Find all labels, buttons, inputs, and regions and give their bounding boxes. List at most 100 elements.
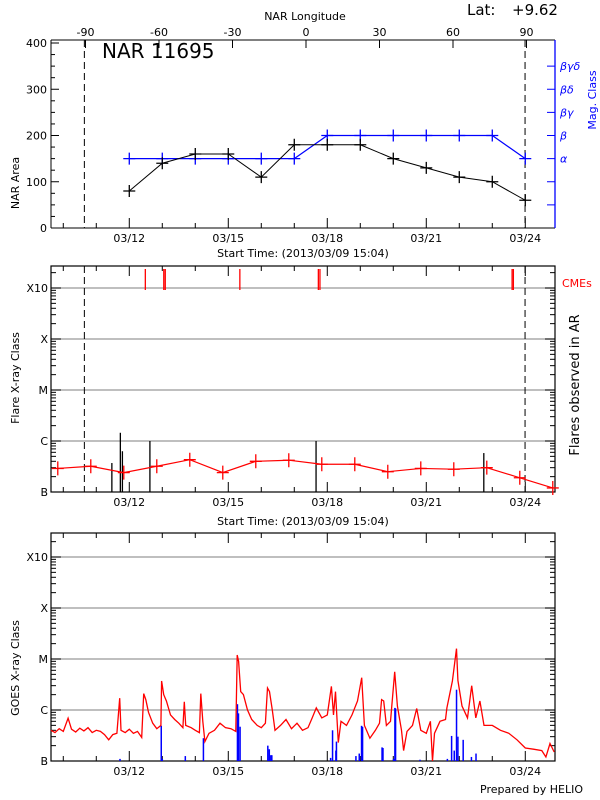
y-tick-label: 200 [26,130,47,143]
area-point [486,175,499,188]
region-title: NAR 11695 [102,39,215,63]
y-tick-label: X10 [26,551,48,564]
x-tick-label: 03/12 [113,496,145,509]
y-tick-label: C [40,435,48,448]
flare-average-line [57,459,553,489]
y-tick-label: B [40,486,48,499]
middle-x-axis-label: Start Time: (2013/03/09 15:04) [217,515,389,528]
mag-class-point [453,129,466,142]
mag-tick-label: βγδ [559,60,581,73]
y-tick-label: X [40,602,48,615]
mag-tick-label: α [560,153,568,166]
y-tick-label: 300 [26,83,47,96]
mag-tick-label: βδ [559,83,574,96]
x-tick-label: 03/15 [212,232,244,245]
lon-tick-label: 30 [373,26,387,39]
x-tick-label: 03/15 [212,765,244,778]
x-tick-label: 03/21 [410,496,442,509]
lon-tick-label: 0 [303,26,310,39]
nar-area-panel: 0 100 200 300 400 αβ βγ βδ βγδ -90 -60 -30 0 30 60 90 03… [26,26,581,245]
flare-average-point [447,462,460,477]
flare-average-point [414,461,427,476]
flare-average-point [150,459,163,474]
area-point [387,152,400,165]
flare-average-point [381,464,394,479]
goes-class-axis-label: GOES X-ray Class [9,620,22,716]
flare-average-point [348,457,361,472]
lat-value: +9.62 [512,1,558,19]
x-tick-label: 03/15 [212,496,244,509]
goes-flux-line [50,648,555,762]
cme-label: CMEs [562,277,592,290]
goes-panel: B C M X X10 03/12 03/15 03/18 03/21 03/24 [26,532,556,778]
y-tick-label: 0 [40,222,47,235]
top-x-axis-label: Start Time: (2013/03/09 15:04) [217,247,389,260]
flares-observed-label: Flares observed in AR [568,314,583,455]
lon-tick-label: 60 [446,26,460,39]
mag-class-point [519,152,532,165]
y-tick-label: 400 [26,37,47,50]
area-line [128,144,526,201]
mag-tick-label: β [559,130,567,143]
mag-class-point [387,129,400,142]
flare-average-point [282,453,295,468]
x-tick-label: 03/18 [311,765,343,778]
flare-class-panel: B C M X X10 03/12 03/15 03/18 03/21 03/24 [26,265,559,509]
top-axis-title: NAR Longitude [264,10,346,23]
lon-tick-label: -90 [77,26,95,39]
mag-class-point [123,152,136,165]
area-point [321,138,334,151]
lat-label: Lat: [467,1,495,19]
area-point [420,161,433,174]
y-tick-label: X [40,333,48,346]
flare-average-point [480,460,493,475]
plot-frame [50,532,556,762]
flare-average-point [183,452,196,467]
mag-class-point [288,152,301,165]
mag-class-point [486,129,499,142]
area-point [288,138,301,151]
x-tick-label: 03/12 [113,232,145,245]
flare-class-axis-label: Flare X-ray Class [9,332,22,424]
y-tick-label: M [39,653,49,666]
lon-tick-label: 90 [520,26,534,39]
plot-frame [50,265,556,493]
mag-tick-label: βγ [559,106,574,119]
area-point [354,138,367,151]
y-tick-label: M [39,384,49,397]
lon-tick-label: -60 [150,26,168,39]
area-point [222,148,235,160]
mag-class-point [255,152,268,165]
flare-average-point [315,457,328,472]
x-tick-label: 03/24 [509,232,541,245]
mag-class-axis-label: Mag. Class [586,70,599,129]
area-point [519,194,532,207]
area-point [189,148,202,160]
area-axis-label: NAR Area [9,157,22,209]
x-tick-label: 03/18 [311,232,343,245]
y-tick-label: C [40,704,48,717]
credit-text: Prepared by HELIO [480,783,583,796]
area-point [156,157,169,170]
flare-average-point [546,480,559,495]
flare-average-point [84,459,97,474]
x-tick-label: 03/12 [113,765,145,778]
area-point [123,185,136,197]
y-tick-label: B [40,755,48,768]
area-point [453,171,466,184]
lon-tick-label: -30 [224,26,242,39]
x-tick-label: 03/21 [410,765,442,778]
x-tick-label: 03/18 [311,496,343,509]
x-tick-label: 03/21 [410,232,442,245]
area-point [255,171,268,184]
flare-average-point [216,465,229,480]
flare-average-point [249,454,262,469]
mag-class-point [420,129,433,142]
flare-average-point [51,461,64,476]
flare-average-point [117,465,130,480]
x-tick-label: 03/24 [509,765,541,778]
flare-average-point [513,470,526,485]
y-tick-label: 100 [26,176,47,189]
